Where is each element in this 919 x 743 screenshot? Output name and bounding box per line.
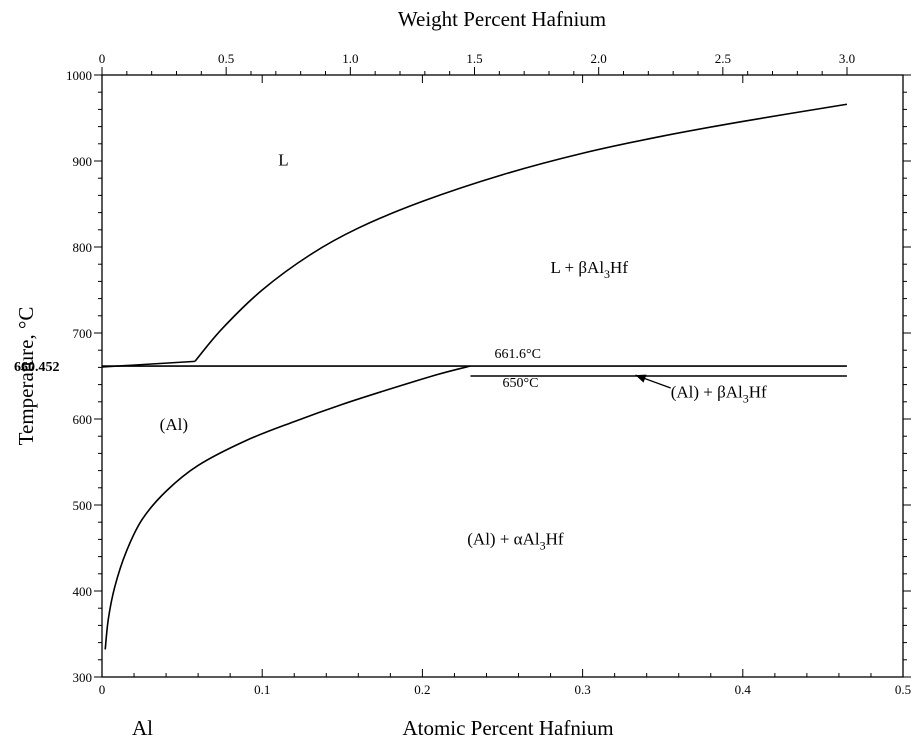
x-tick-label: 0.4: [735, 682, 752, 697]
arrow-head: [635, 374, 647, 383]
melting-segment-line: [101, 360, 195, 368]
tick-label-group: 0 0.1 0.2 0.3 0.4 0.5 0 0.5 1.0 1.5 2.0 2.5 3.0 300 40…: [66, 51, 911, 697]
y-tick-label: 500: [73, 498, 93, 513]
melting-point-label: 660.452: [14, 360, 60, 375]
tick-group: [94, 67, 911, 678]
x-tick-label: 0.1: [254, 682, 270, 697]
x2-tick-label: 2.0: [591, 51, 607, 66]
x-tick-label: 0.3: [574, 682, 590, 697]
y-tick-label: 900: [73, 154, 93, 169]
solvus-line: [104, 365, 471, 650]
isotherm-label: 650°C: [503, 376, 539, 391]
liquidus-line: [194, 103, 848, 362]
x2-tick-label: 2.5: [715, 51, 731, 66]
y-tick-label: 1000: [66, 68, 92, 83]
y-tick-label: 700: [73, 326, 93, 341]
annotation-group: 661.6°C 650°C: [494, 347, 540, 391]
y-axis-title: Temperature, °C: [14, 307, 38, 446]
x2-tick-label: 0.5: [218, 51, 234, 66]
x2-axis-title: Weight Percent Hafnium: [398, 7, 606, 31]
x2-tick-label: 0: [99, 51, 106, 66]
arrow-group: [635, 374, 671, 389]
element-label: Al: [132, 716, 153, 740]
x2-tick-label: 1.0: [342, 51, 358, 66]
region-labels: L L + βAl3Hf (Al) + βAl3Hf (Al) (Al) + αAl3H…: [160, 150, 767, 552]
y-tick-label: 400: [73, 584, 93, 599]
region-label-Al-solid: (Al): [160, 415, 188, 434]
region-label-L+beta: L + βAl3Hf: [551, 258, 629, 281]
x-tick-label: 0.2: [414, 682, 430, 697]
region-label-L: L: [278, 150, 288, 169]
x-axis-title: Atomic Percent Hafnium: [402, 716, 613, 740]
y-tick-label: 800: [73, 240, 93, 255]
isotherm-label: 661.6°C: [494, 347, 540, 362]
region-label-Al-plus-alpha: (Al) + αAl3Hf: [467, 530, 564, 553]
y-tick-label: 300: [73, 670, 93, 685]
x-tick-label: 0.5: [895, 682, 911, 697]
x-tick-label: 0: [99, 682, 106, 697]
region-label-Al-plus-beta: (Al) + βAl3Hf: [671, 383, 767, 406]
y-tick-label: 600: [73, 412, 93, 427]
x2-tick-label: 3.0: [839, 51, 855, 66]
phase-boundaries: [101, 103, 848, 650]
plot-frame: [101, 74, 904, 678]
x2-tick-label: 1.5: [466, 51, 482, 66]
